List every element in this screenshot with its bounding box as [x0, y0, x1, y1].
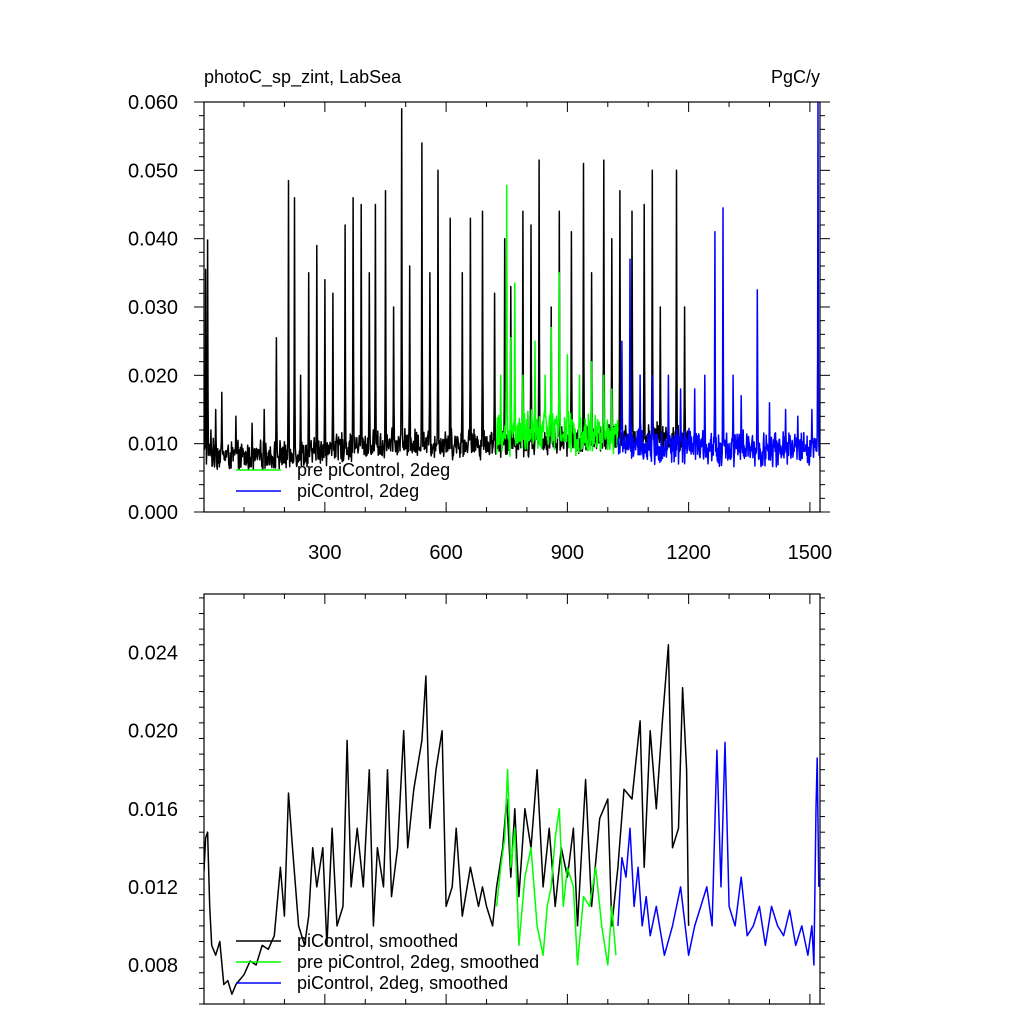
series-line-0	[204, 644, 690, 995]
y-tick-label: 0.024	[128, 643, 178, 665]
y-tick-label: 0.040	[128, 229, 178, 251]
legend-label: pre piControl, 2deg	[297, 460, 450, 480]
y-tick-label: 0.010	[128, 434, 178, 456]
series-line-2	[617, 102, 820, 468]
y-tick-label: 0.016	[128, 799, 178, 821]
y-tick-label: 0.060	[128, 92, 178, 114]
legend-label: piControl, 2deg, smoothed	[297, 973, 508, 993]
chart-title: photoC_sp_zint, LabSea	[204, 67, 402, 88]
legend-label: piControl, 2deg	[297, 481, 419, 501]
series-line-1	[495, 768, 617, 966]
y-tick-label: 0.050	[128, 160, 178, 182]
top-panel: 300 600 900 1200 1500 0.000 0.010 0.020 0.030 0.0…	[128, 92, 832, 564]
plot-frame	[203, 593, 821, 1005]
y-tick-label: 0.020	[128, 721, 178, 743]
legend-label: piControl, smoothed	[297, 931, 458, 951]
y-tick-label: 0.012	[128, 877, 178, 899]
series-line-0	[204, 108, 690, 471]
y-tick-label: 0.000	[128, 502, 178, 524]
x-tick-label: 600	[429, 542, 462, 564]
x-tick-label: 1500	[788, 542, 833, 564]
x-tick-label: 300	[308, 542, 341, 564]
y-tick-label: 0.030	[128, 297, 178, 319]
x-tick-label: 1200	[666, 542, 711, 564]
bottom-panel: 0.008 0.012 0.016 0.020 0.024 piControl, smoo…	[128, 593, 825, 1005]
y-tick-label: 0.020	[128, 365, 178, 387]
units-label: PgC/y	[771, 67, 820, 87]
series-line-2	[617, 741, 820, 966]
x-tick-label: 900	[551, 542, 584, 564]
legend-label: pre piControl, 2deg, smoothed	[297, 952, 539, 972]
series-line-1	[495, 184, 619, 457]
y-tick-label: 0.008	[128, 955, 178, 977]
